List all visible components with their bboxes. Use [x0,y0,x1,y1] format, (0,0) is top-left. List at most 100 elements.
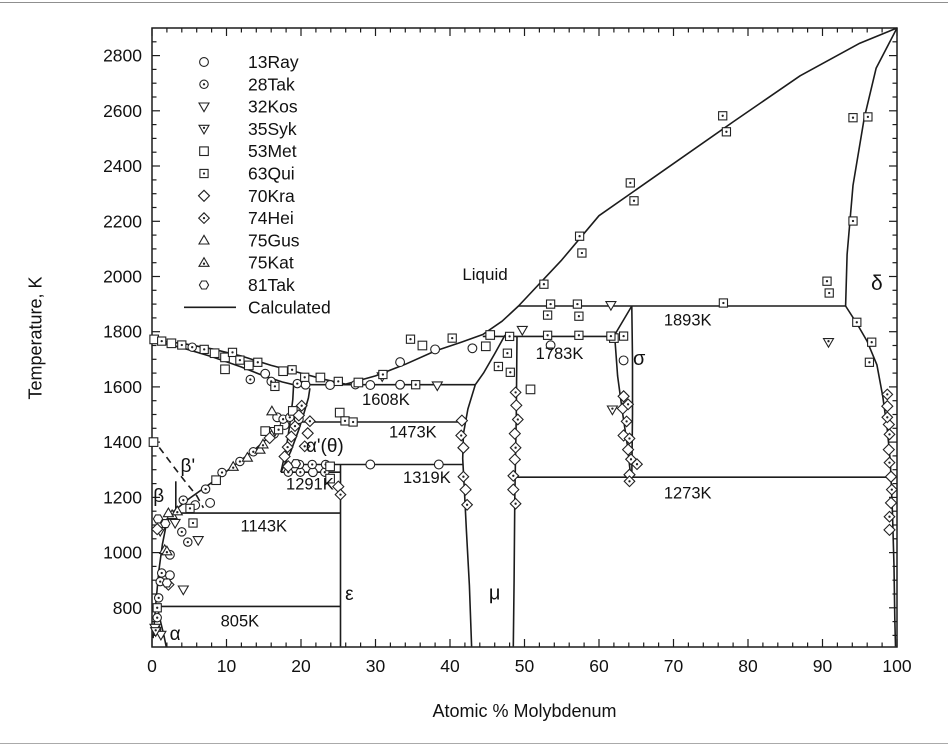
phase-label-mu: μ [489,582,501,604]
data-point-qui63 [574,311,584,321]
data-point-syk35 [149,627,162,638]
data-point-met53 [480,341,491,352]
data-point-hei74 [457,470,470,483]
svg-text:2000: 2000 [103,267,142,287]
data-point-hei74 [885,483,898,496]
svg-text:80: 80 [738,656,758,676]
legend-item-ray13: 13Ray [199,52,299,72]
data-point-qui63 [505,367,515,377]
data-point-qui63 [718,111,728,121]
svg-text:1400: 1400 [103,432,142,452]
data-point-kra70 [882,443,896,456]
data-point-kat75 [171,505,184,516]
isotherm-label-1608k: 1608K [362,391,410,409]
legend-label: 28Tak [248,74,295,94]
data-point-qui63 [721,127,732,137]
data-point-ray13 [545,340,556,351]
legend-label: 81Tak [248,275,295,295]
data-point-met53 [278,366,288,377]
data-point-kra70 [510,399,523,412]
data-point-gus75 [241,451,254,462]
legend-marker-tri-up-dot-icon [198,256,210,267]
data-point-met53 [166,338,177,349]
data-point-met53 [417,340,428,351]
data-point-qui63 [235,355,245,365]
svg-text:2800: 2800 [103,46,142,66]
data-point-qui63 [157,336,167,346]
data-point-qui63 [577,248,587,258]
data-point-qui63 [718,298,729,308]
data-point-tak28 [217,467,227,478]
data-point-ray13 [467,343,478,354]
data-point-met53 [243,360,254,371]
data-point-hei74 [303,415,316,428]
data-point-kos32 [192,536,205,547]
legend-label: 13Ray [248,52,299,72]
svg-text:2200: 2200 [103,211,142,231]
svg-text:90: 90 [813,656,833,676]
curve-curie-dashed [151,437,205,509]
data-point-qui63 [340,416,350,426]
data-point-qui63 [864,357,875,367]
data-point-met53 [260,426,271,436]
data-point-kra70 [301,427,314,440]
data-point-qui63 [848,216,858,226]
legend-item-gus75: 75Gus [198,230,300,250]
data-point-tak28 [183,537,193,547]
data-point-tak28 [292,378,303,389]
data-point-hei74 [881,388,894,401]
data-point-tak81 [152,514,164,524]
data-point-qui63 [822,276,832,286]
data-point-qui63 [542,310,553,320]
legend-label: 74Hei [248,208,294,228]
svg-text:60: 60 [589,656,609,676]
data-point-tak28 [152,612,162,623]
data-point-hei74 [623,475,636,488]
data-point-tak81 [161,578,173,588]
page-bottom-rule [0,743,948,744]
data-point-met53 [325,461,335,472]
legend-item-met53: 53Met [199,141,297,161]
svg-text:20: 20 [291,656,311,676]
data-point-hei74 [623,432,636,445]
data-point-ray13 [325,380,336,390]
data-point-qui63 [300,372,310,382]
data-point-ray13 [205,497,216,508]
legend-label: 35Syk [248,119,297,139]
legend-label: 75Kat [248,253,294,273]
data-point-kra70 [507,483,520,496]
legend-label: 63Qui [248,164,295,184]
svg-text:100: 100 [882,656,911,676]
legend-marker-circle-dot-icon [199,79,209,90]
data-point-kos32 [516,325,529,337]
phase-label-sigma: σ [633,348,646,370]
experimental-points [148,111,898,641]
data-point-hei74 [288,420,302,433]
data-point-syk35 [606,405,619,416]
data-point-qui63 [863,112,873,122]
data-point-kra70 [150,522,164,536]
legend-label: 53Met [248,141,297,161]
legend-item-hei74: 74Hei [197,208,294,228]
legend-label: 70Kra [248,186,295,206]
data-point-hei74 [281,441,294,454]
curve-solidus-right [844,27,898,307]
data-point-met53 [209,348,220,359]
data-point-qui63 [542,330,553,340]
legend-marker-circle-icon [199,57,209,67]
data-point-ray13 [365,380,376,390]
data-point-kra70 [621,443,635,456]
data-point-hei74 [630,458,644,471]
phase-label-alpha-prime-theta: α'(θ) [306,436,344,457]
data-point-qui63 [273,425,284,435]
data-point-hei74 [455,429,468,442]
svg-text:1600: 1600 [103,377,142,397]
data-point-met53 [325,473,335,484]
data-point-ray13 [433,459,444,470]
legend-item-kra70: 70Kra [197,186,295,206]
data-point-kra70 [263,431,276,445]
legend-marker-tri-up-icon [198,234,210,245]
data-point-qui63 [852,317,862,327]
